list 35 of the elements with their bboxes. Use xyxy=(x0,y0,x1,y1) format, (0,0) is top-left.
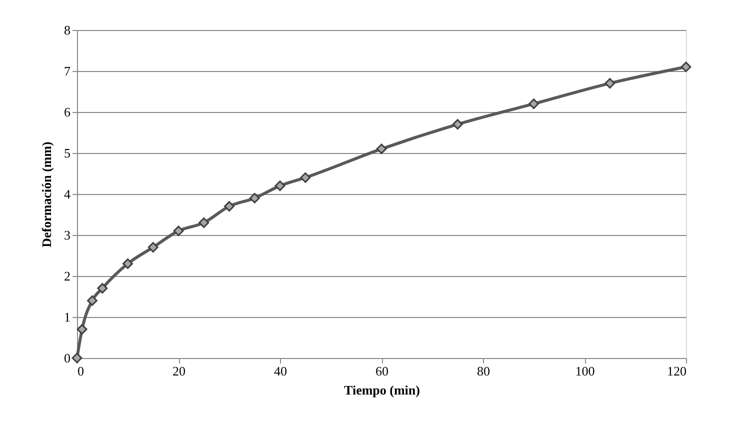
point xyxy=(72,352,82,364)
point xyxy=(148,242,158,253)
x-tick-label: 120 xyxy=(667,364,686,378)
point xyxy=(604,78,616,89)
y-tick-label: 4 xyxy=(64,186,71,202)
point xyxy=(249,192,260,204)
point xyxy=(680,62,692,72)
x-tick-label: 80 xyxy=(477,364,490,378)
x-tick-label: 20 xyxy=(172,364,186,378)
y-tick-label: 1 xyxy=(64,310,70,324)
y-tick-label: 7 xyxy=(64,64,71,78)
point xyxy=(198,217,210,228)
point xyxy=(122,258,133,269)
y-tick-label: 2 xyxy=(64,268,70,284)
y-tick-label: 8 xyxy=(64,22,70,38)
y-tick-label: 0 xyxy=(64,350,70,366)
point xyxy=(528,98,539,110)
x-tick-label: 60 xyxy=(376,364,388,378)
point xyxy=(452,119,463,130)
x-tick-label: 0 xyxy=(78,364,84,378)
x-tick-label: 100 xyxy=(575,364,595,378)
point xyxy=(87,295,98,306)
x-axis-title: Tiempo (min) xyxy=(344,382,420,398)
y-tick-label: 3 xyxy=(64,228,70,242)
point xyxy=(224,201,234,212)
y-axis-title: Deformación (mm) xyxy=(39,142,54,248)
point xyxy=(274,180,286,192)
point xyxy=(173,226,184,236)
y-tick-label: 6 xyxy=(64,104,71,120)
point xyxy=(76,324,88,335)
point xyxy=(376,144,387,154)
y-tick-label: 5 xyxy=(64,146,70,160)
point xyxy=(300,172,311,183)
x-tick-label: 40 xyxy=(274,364,287,378)
point xyxy=(97,283,108,294)
